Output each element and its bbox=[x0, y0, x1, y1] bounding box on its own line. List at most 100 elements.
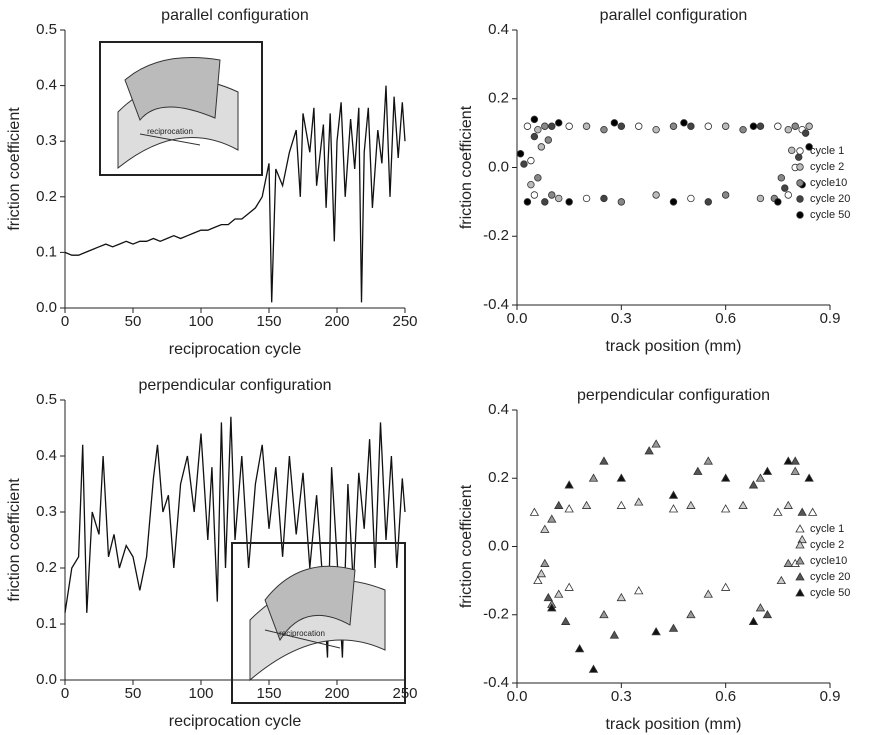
data-point bbox=[582, 194, 591, 203]
data-point bbox=[617, 122, 626, 130]
data-point bbox=[721, 122, 730, 130]
x-tick-label: 200 bbox=[324, 685, 349, 702]
legend-label: cycle 50 bbox=[810, 587, 850, 599]
data-point bbox=[651, 627, 661, 636]
data-point bbox=[634, 586, 644, 595]
data-point bbox=[523, 122, 532, 130]
data-point bbox=[541, 122, 549, 130]
legend-marker bbox=[795, 572, 805, 581]
legend-label: cycle10 bbox=[810, 555, 847, 567]
data-point bbox=[790, 456, 800, 465]
data-point bbox=[790, 466, 800, 475]
data-point bbox=[686, 609, 696, 619]
data-point bbox=[756, 122, 765, 130]
legend-marker bbox=[796, 179, 804, 187]
x-tick-label: 0 bbox=[61, 313, 69, 330]
data-point bbox=[784, 125, 792, 134]
data-point bbox=[555, 194, 563, 203]
data-point bbox=[721, 191, 730, 199]
chart-title: parallel configuration bbox=[161, 7, 309, 24]
data-point bbox=[774, 198, 782, 206]
data-point bbox=[588, 473, 599, 482]
y-axis-label: friction coefficient bbox=[458, 105, 475, 229]
data-point bbox=[720, 473, 731, 482]
legend-label: cycle 2 bbox=[810, 161, 844, 173]
x-tick-label: 0.9 bbox=[820, 688, 841, 705]
data-point bbox=[600, 194, 608, 203]
data-point bbox=[534, 174, 542, 182]
x-tick-label: 0.9 bbox=[820, 310, 841, 327]
y-tick-label: 0.0 bbox=[36, 299, 57, 316]
y-tick-label: -0.2 bbox=[483, 606, 509, 623]
data-point bbox=[668, 490, 679, 499]
data-point bbox=[635, 122, 643, 130]
legend-label: cycle 50 bbox=[810, 209, 850, 221]
y-tick-label: 0.3 bbox=[36, 132, 57, 149]
data-point bbox=[634, 497, 644, 506]
data-point bbox=[748, 616, 759, 625]
data-point bbox=[530, 191, 539, 199]
data-point bbox=[788, 146, 796, 155]
x-tick-label: 150 bbox=[256, 313, 281, 330]
data-point bbox=[565, 122, 573, 130]
data-point bbox=[774, 122, 782, 130]
legend-marker bbox=[795, 588, 805, 597]
x-axis-label: track position (mm) bbox=[605, 716, 741, 733]
data-point bbox=[516, 150, 525, 158]
data-point bbox=[762, 609, 773, 619]
data-point bbox=[669, 198, 678, 206]
data-point bbox=[720, 582, 731, 591]
data-point bbox=[807, 507, 818, 516]
data-point bbox=[555, 119, 563, 127]
data-point bbox=[738, 500, 748, 509]
y-tick-label: 0.4 bbox=[36, 77, 57, 94]
data-point bbox=[680, 119, 688, 127]
data-point bbox=[523, 198, 532, 206]
data-point bbox=[703, 589, 713, 598]
chart-title: perpendicular configuration bbox=[577, 387, 770, 404]
legend-label: cycle 20 bbox=[810, 193, 850, 205]
data-point bbox=[540, 524, 550, 533]
data-point bbox=[797, 507, 807, 516]
data-point bbox=[644, 446, 654, 455]
data-point bbox=[784, 191, 792, 199]
data-point bbox=[547, 514, 557, 523]
x-tick-label: 100 bbox=[188, 313, 213, 330]
x-tick-label: 200 bbox=[324, 313, 349, 330]
data-line bbox=[64, 416, 406, 658]
x-tick-label: 0.3 bbox=[611, 310, 632, 327]
data-point bbox=[581, 500, 592, 509]
legend-marker bbox=[796, 195, 804, 203]
data-point bbox=[616, 592, 627, 602]
x-tick-label: 0.3 bbox=[611, 688, 632, 705]
y-tick-label: 0.4 bbox=[488, 401, 509, 418]
y-tick-label: 0.0 bbox=[488, 158, 509, 175]
data-point bbox=[805, 122, 813, 130]
x-tick-label: 50 bbox=[125, 685, 142, 702]
data-point bbox=[520, 160, 528, 168]
data-point bbox=[588, 664, 599, 673]
y-tick-label: 0.4 bbox=[488, 21, 509, 38]
y-tick-label: 0.4 bbox=[36, 447, 57, 464]
x-tick-label: 50 bbox=[125, 313, 142, 330]
data-point bbox=[564, 504, 574, 513]
data-point bbox=[756, 194, 765, 203]
data-point bbox=[564, 582, 574, 591]
y-tick-label: 0.2 bbox=[488, 90, 509, 107]
y-axis-label: friction coefficient bbox=[458, 484, 475, 608]
data-point bbox=[652, 191, 660, 199]
data-point bbox=[536, 568, 547, 578]
y-tick-label: 0.0 bbox=[36, 671, 57, 688]
y-tick-label: 0.2 bbox=[488, 469, 509, 486]
data-point bbox=[804, 473, 814, 482]
legend-label: cycle 2 bbox=[810, 539, 844, 551]
x-tick-label: 0.0 bbox=[507, 310, 528, 327]
y-tick-label: 0.0 bbox=[488, 537, 509, 554]
data-point bbox=[610, 119, 619, 127]
data-point bbox=[548, 122, 556, 130]
data-point bbox=[554, 589, 564, 598]
y-tick-label: -0.2 bbox=[483, 227, 509, 244]
y-tick-label: 0.1 bbox=[36, 615, 57, 632]
data-point bbox=[530, 132, 539, 141]
